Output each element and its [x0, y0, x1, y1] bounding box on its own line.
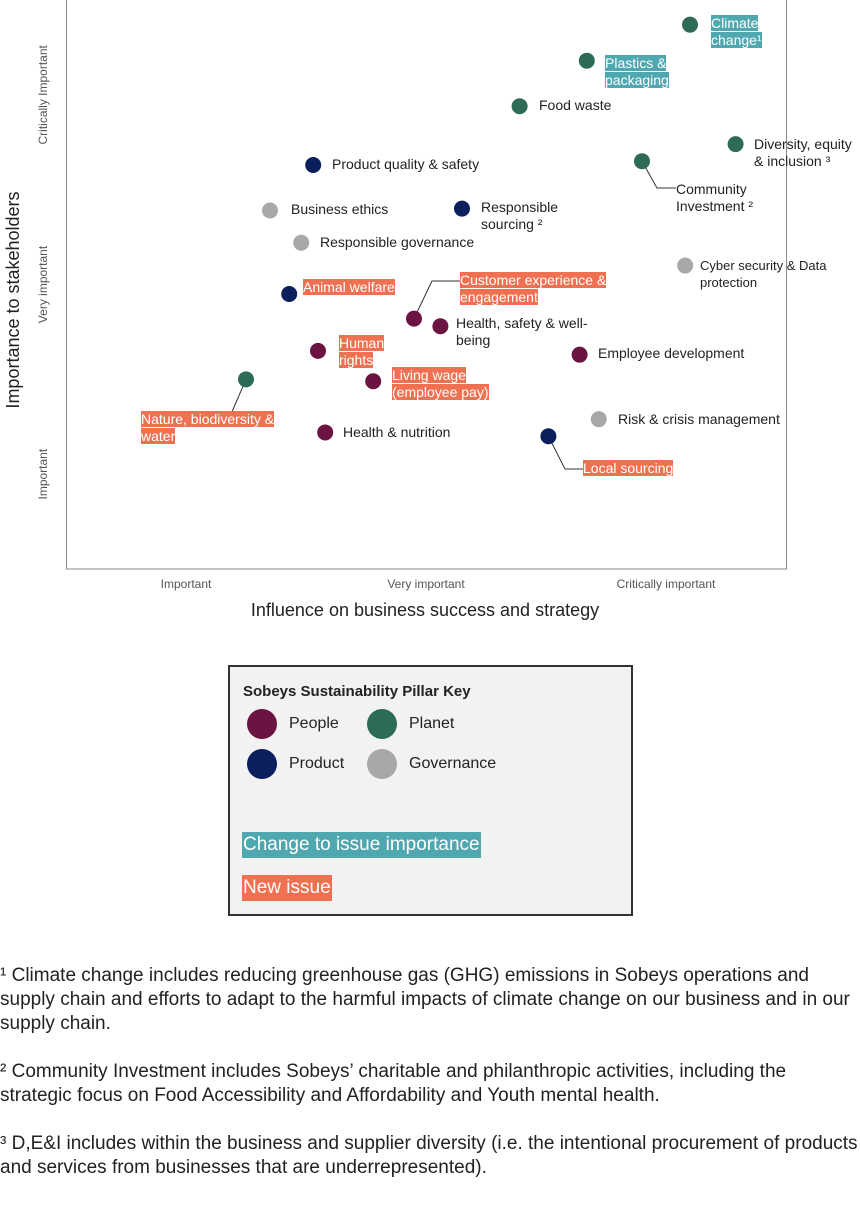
legend-label: Product [289, 755, 345, 772]
point-label-text: Human rights [339, 335, 385, 368]
point-label: Cyber security & Data protection [700, 257, 830, 291]
data-point [281, 285, 298, 302]
data-point [406, 310, 422, 327]
footnote: ¹ Climate change includes reducing green… [0, 965, 850, 1034]
data-point [365, 373, 382, 390]
leader-line [641, 160, 676, 189]
point-label-text: Climate change¹ [711, 15, 762, 48]
data-point [238, 371, 254, 388]
data-point [262, 202, 278, 219]
point-label: Diversity, equity & inclusion ³ [754, 136, 860, 170]
y-tick-label: Very important [36, 245, 50, 323]
data-point [571, 346, 588, 363]
data-point [432, 318, 449, 335]
x-axis-label: Influence on business success and strate… [251, 600, 599, 620]
point-label-text: Food waste [539, 97, 612, 113]
point-label-text: Diversity, equity & inclusion ³ [754, 136, 852, 169]
point-label-text: Responsible governance [320, 234, 475, 250]
point-label: Living wage (employee pay) [392, 367, 504, 401]
data-point [590, 411, 607, 428]
data-point [305, 157, 322, 174]
point-label: Health & nutrition [343, 424, 543, 441]
y-tick-label: Important [36, 448, 50, 499]
point-label: Responsible sourcing ² [481, 199, 581, 233]
point-label: Customer experience & engagement [460, 272, 625, 306]
data-point [540, 428, 557, 445]
chart-svg: Influence on business success and strate… [3, 0, 787, 620]
legend-swatch [247, 749, 277, 779]
point-label-text: Cyber security & Data protection [700, 258, 827, 290]
plot-frame [66, 0, 787, 570]
legend-label: People [289, 715, 339, 732]
highlight-key: Change to issue importance [242, 832, 481, 858]
data-point [727, 136, 744, 153]
point-label-text: Health, safety & well-being [456, 315, 588, 348]
point-label-text: Health & nutrition [343, 424, 451, 440]
point-label-text: Customer experience & engagement [460, 272, 607, 305]
point-label-text: Community Investment ² [676, 181, 754, 214]
footnote: ³ D,E&I includes within the business and… [0, 1133, 858, 1178]
point-label: Food waste [539, 97, 689, 114]
point-label: Employee development [598, 345, 798, 362]
point-label: Local sourcing [583, 460, 683, 477]
point-label: Health, safety & well-being [456, 315, 606, 349]
point-label: Plastics & packaging [605, 55, 680, 89]
data-point [310, 342, 326, 359]
point-label-text: Responsible sourcing ² [481, 199, 559, 232]
data-point [317, 424, 334, 441]
highlight-key: New issue [242, 875, 332, 901]
point-label: Climate change¹ [711, 15, 769, 49]
x-tick-label: Critically important [617, 577, 716, 591]
point-label: Product quality & safety [332, 156, 532, 173]
data-point [454, 200, 470, 217]
point-label-text: Risk & crisis management [618, 411, 780, 427]
legend-label: Governance [409, 755, 496, 772]
legend-swatch [367, 709, 397, 739]
leader-line [547, 436, 583, 470]
y-axis-label: Importance to stakeholders [3, 191, 23, 408]
footnote: ² Community Investment includes Sobeys’ … [0, 1061, 787, 1106]
legend-label: Planet [409, 715, 455, 732]
footnotes: ¹ Climate change includes reducing green… [0, 964, 858, 1204]
point-label-text: Living wage (employee pay) [392, 367, 489, 400]
point-label: Nature, biodiversity & water [141, 411, 289, 445]
chart: Influence on business success and strate… [3, 0, 860, 620]
data-point [578, 52, 595, 69]
point-label: Human rights [339, 335, 394, 369]
data-point [634, 153, 650, 170]
point-label: Responsible governance [320, 234, 520, 251]
point-label: Risk & crisis management [618, 411, 818, 428]
point-label-text: Animal welfare [303, 279, 395, 295]
point-label: Animal welfare [303, 279, 413, 296]
point-label-text: Employee development [598, 345, 745, 361]
point-label-text: Plastics & packaging [605, 55, 669, 88]
legend-svg: Sobeys Sustainability Pillar Key People P… [243, 683, 496, 779]
point-label-text: Local sourcing [583, 460, 674, 476]
data-point [677, 257, 694, 274]
x-tick-label: Very important [387, 577, 465, 591]
data-point [511, 98, 528, 115]
point-label: Business ethics [291, 201, 441, 218]
point-label: Community Investment ² [676, 181, 776, 215]
data-point [293, 234, 310, 251]
point-label-text: Business ethics [291, 201, 389, 217]
y-tick-label: Critically Important [36, 44, 50, 144]
x-tick-label: Important [161, 577, 212, 591]
point-label-text: Nature, biodiversity & water [141, 411, 275, 444]
legend-swatch [367, 749, 397, 779]
legend: Sobeys Sustainability Pillar Key People P… [228, 665, 633, 916]
legend-title: Sobeys Sustainability Pillar Key [243, 683, 471, 700]
legend-swatch [247, 709, 277, 739]
leader-line [413, 280, 460, 319]
data-point [682, 16, 698, 33]
point-label-text: Product quality & safety [332, 156, 480, 172]
